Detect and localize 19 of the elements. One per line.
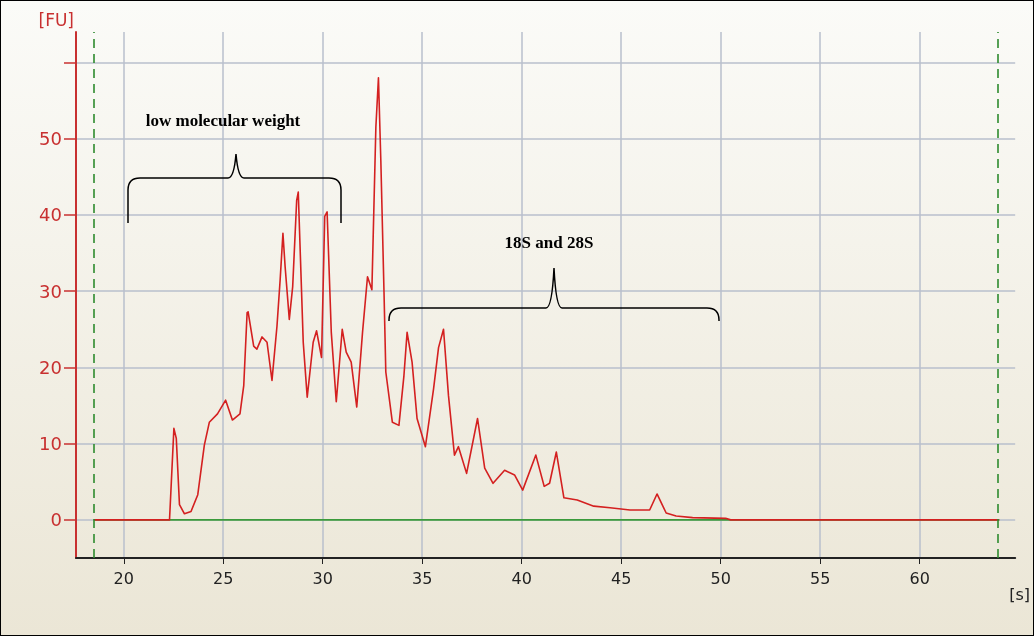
x-tick-label: 35 <box>412 568 433 588</box>
x-tick-label: 20 <box>113 568 134 588</box>
y-axis-title: [FU] <box>38 9 74 30</box>
y-tick-label: 20 <box>39 356 62 378</box>
x-axis-title: [s] <box>1009 584 1031 604</box>
y-tick-label: 0 <box>50 509 62 531</box>
x-tick-label: 25 <box>213 568 234 588</box>
y-tick-label: 50 <box>39 128 62 150</box>
x-tick-label: 45 <box>611 568 632 588</box>
x-tick-label: 50 <box>710 568 731 588</box>
x-tick-label: 60 <box>909 568 930 588</box>
annotation: 18S and 28S <box>504 233 594 253</box>
y-tick-label: 40 <box>39 204 62 226</box>
y-tick-label: 10 <box>39 433 62 455</box>
y-tick-label: 30 <box>39 280 62 302</box>
x-tick-label: 55 <box>810 568 831 588</box>
annotation: low molecular weight <box>145 111 301 131</box>
x-tick-label: 30 <box>312 568 333 588</box>
x-tick-label: 40 <box>511 568 532 588</box>
